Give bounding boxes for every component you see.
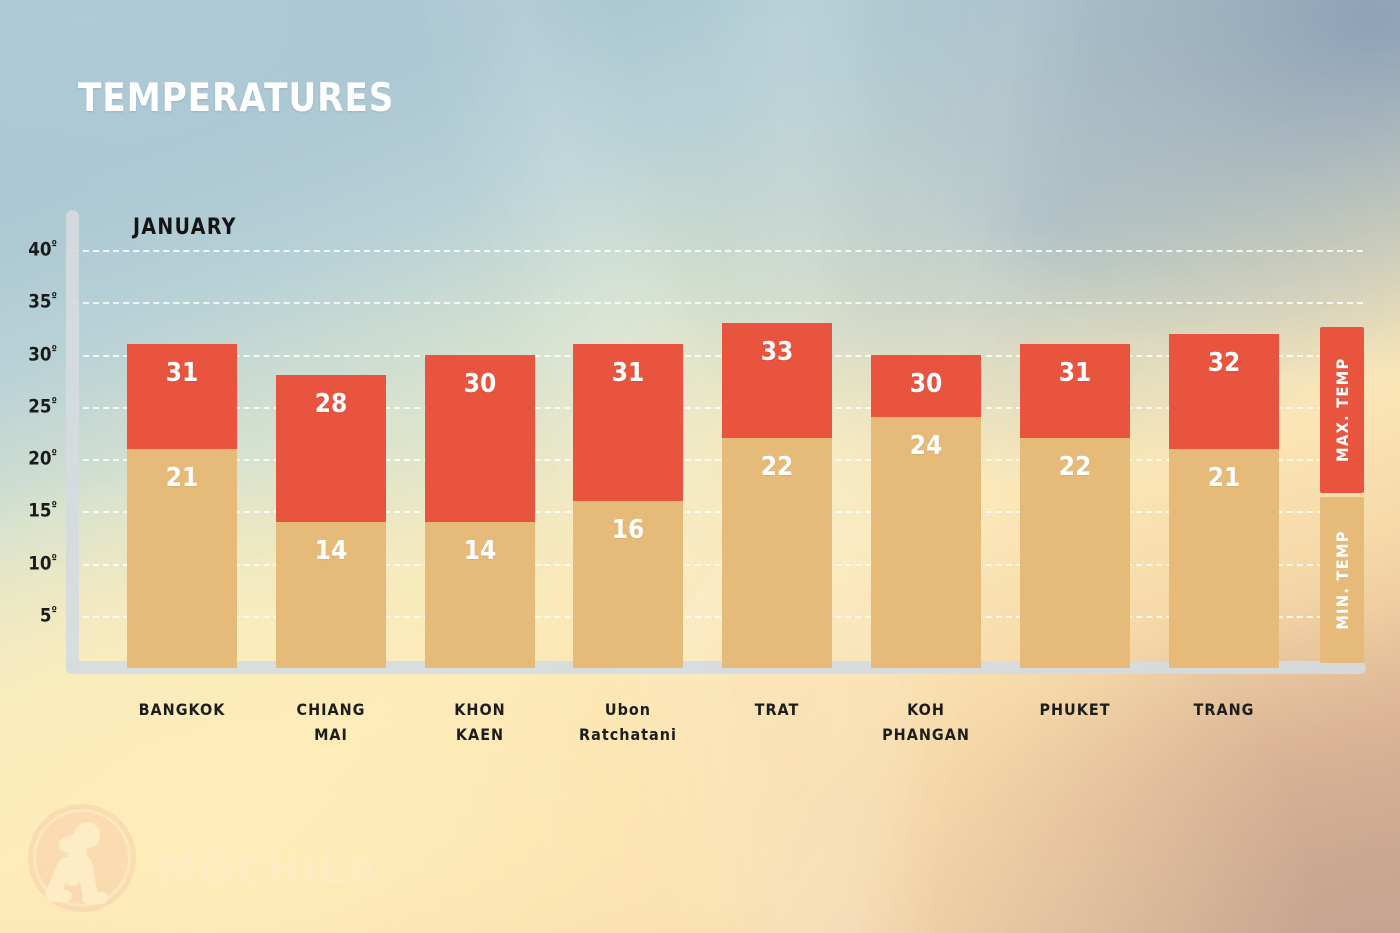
bar-segment-min-temp[interactable]	[1019, 438, 1130, 668]
walking-traveler-icon	[28, 803, 136, 912]
category-label-line: KOH	[907, 700, 945, 719]
bar-segment-max-temp[interactable]	[1168, 333, 1279, 449]
gridline	[73, 563, 1363, 566]
y-axis-tick-label: 10º	[28, 551, 57, 574]
bar-group[interactable]: 31 21 BANGKOK	[127, 344, 237, 719]
bar-segment-max-temp[interactable]	[573, 344, 684, 501]
bar-value-max-temp: 31	[165, 358, 199, 389]
gridline	[73, 250, 1363, 252]
bar-segment-min-temp[interactable]	[1168, 448, 1279, 668]
bar-segment-min-temp[interactable]	[424, 521, 535, 668]
bar-value-min-temp: 16	[612, 514, 645, 545]
bar-segment-max-temp[interactable]	[1019, 344, 1130, 439]
gridline	[73, 406, 1363, 409]
category-label-line: PHUKET	[1039, 699, 1111, 719]
bar-value-max-temp: 33	[760, 337, 794, 368]
bar-segment-min-temp[interactable]	[127, 448, 237, 668]
gridline	[73, 511, 1363, 514]
bar-group[interactable]: 31 16 Ubon Ratchatani	[573, 344, 684, 744]
chart-month-subtitle: JANUARY	[133, 215, 237, 240]
chart-y-axis-line	[66, 210, 79, 674]
legend-label-min-temp: MIN. TEMP	[1332, 530, 1352, 630]
bar-value-min-temp: 22	[1058, 452, 1092, 483]
gridline	[73, 302, 1363, 305]
x-axis-category-label: Ubon Ratchatani	[554, 697, 703, 747]
watermark-text: MOCHILA	[157, 845, 381, 895]
bar-value-min-temp: 22	[760, 452, 794, 483]
x-axis-category-label: TRAT	[702, 697, 851, 722]
gridline	[73, 354, 1363, 357]
bar-value-max-temp: 30	[909, 368, 943, 399]
bar-value-max-temp: 31	[612, 358, 645, 389]
gridline	[73, 459, 1363, 461]
category-label-line: MAI	[313, 724, 348, 744]
x-axis-category-label: BANGKOK	[107, 697, 256, 722]
x-axis-category-label: KOH PHANGAN	[851, 697, 1000, 747]
bar-segment-min-temp[interactable]	[871, 417, 981, 668]
bar-segment-min-temp[interactable]	[275, 521, 386, 668]
category-label-line: Ubon	[605, 699, 652, 719]
bar-group[interactable]: 30 14 KHON KAEN	[424, 354, 535, 744]
y-axis-tick-label: 5º	[39, 603, 57, 627]
y-axis-tick-label: 20º	[28, 447, 57, 470]
x-axis-category-label: KHON KAEN	[405, 697, 554, 747]
y-axis-tick-label: 30º	[28, 342, 57, 365]
legend-item-min-temp[interactable]: MIN. TEMP	[1320, 497, 1364, 663]
category-label-line: TRANG	[1193, 699, 1255, 719]
y-axis-tick-label: 35º	[28, 290, 57, 313]
x-axis-category-label: PHUKET	[1000, 697, 1149, 722]
category-label-line: Ratchatani	[579, 724, 678, 744]
bar-value-max-temp: 32	[1207, 347, 1240, 378]
bar-group[interactable]: 33 22 TRAT	[722, 323, 833, 719]
bar-group[interactable]: 30 24 KOH PHANGAN	[871, 354, 981, 744]
bar-segment-min-temp[interactable]	[722, 438, 833, 668]
bar-value-max-temp: 31	[1058, 358, 1092, 389]
bar-value-min-temp: 21	[1207, 462, 1240, 493]
bar-segment-max-temp[interactable]	[127, 344, 237, 449]
category-label-line: TRAT	[754, 699, 800, 719]
bar-value-min-temp: 24	[909, 431, 943, 462]
bar-value-min-temp: 14	[314, 535, 348, 566]
bar-segment-max-temp[interactable]	[275, 375, 386, 522]
watermark-logo: MOCHILA	[28, 795, 379, 920]
x-axis-category-label: CHIANG MAI	[256, 697, 405, 747]
category-label-line: KHON	[453, 700, 506, 719]
bar-value-min-temp: 21	[165, 462, 199, 493]
category-label-line: CHIANG	[296, 699, 366, 719]
y-axis-tick-label: 25º	[28, 394, 57, 418]
page-title: TEMPERATURES	[78, 76, 395, 121]
legend-item-max-temp[interactable]: MAX. TEMP	[1320, 327, 1364, 493]
bar-group[interactable]: 32 21 TRANG	[1168, 333, 1279, 719]
x-axis-category-label: TRANG	[1149, 697, 1298, 722]
legend-label-max-temp: MAX. TEMP	[1332, 357, 1352, 463]
bar-group[interactable]: 31 22 PHUKET	[1019, 344, 1130, 719]
bar-segment-max-temp[interactable]	[424, 354, 535, 522]
bar-group[interactable]: 28 14 CHIANG MAI	[275, 375, 386, 744]
bar-value-max-temp: 28	[314, 389, 348, 420]
category-label-line: KAEN	[455, 725, 504, 744]
y-axis-tick-label: 15º	[28, 499, 57, 522]
y-axis-tick-label: 40º	[28, 238, 57, 261]
bar-value-min-temp: 14	[463, 535, 496, 566]
bar-segment-max-temp[interactable]	[871, 354, 981, 418]
bar-segment-min-temp[interactable]	[573, 500, 684, 668]
category-label-line: BANGKOK	[138, 699, 226, 719]
bar-segment-max-temp[interactable]	[722, 323, 833, 439]
gridline	[73, 615, 1363, 618]
category-label-line: PHANGAN	[882, 725, 970, 744]
bar-value-max-temp: 30	[463, 368, 496, 399]
